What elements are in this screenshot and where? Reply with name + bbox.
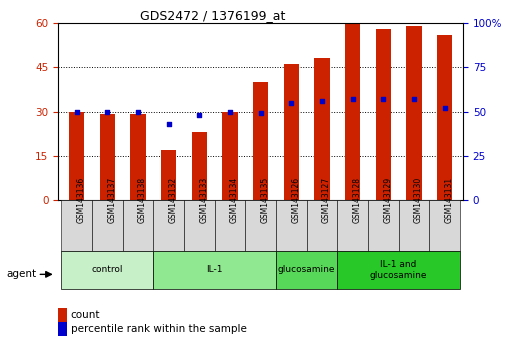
Bar: [283, 64, 298, 200]
Text: GSM143127: GSM143127: [321, 177, 330, 223]
Text: percentile rank within the sample: percentile rank within the sample: [71, 324, 246, 334]
Bar: [183, 200, 214, 251]
Bar: [130, 114, 145, 200]
Bar: [375, 29, 390, 200]
Text: GSM143132: GSM143132: [168, 177, 177, 223]
Bar: [367, 200, 398, 251]
Point: [317, 98, 325, 104]
Text: GSM143129: GSM143129: [382, 177, 391, 223]
Bar: [222, 112, 237, 200]
Bar: [306, 200, 337, 251]
Text: IL-1 and
glucosamine: IL-1 and glucosamine: [369, 260, 427, 280]
Text: control: control: [91, 266, 123, 274]
Bar: [406, 26, 421, 200]
Bar: [153, 251, 275, 289]
Text: GSM143126: GSM143126: [291, 177, 299, 223]
Point: [287, 100, 295, 105]
Text: GDS2472 / 1376199_at: GDS2472 / 1376199_at: [139, 9, 285, 22]
Text: GSM143134: GSM143134: [229, 177, 238, 223]
Bar: [337, 251, 459, 289]
Text: GSM143128: GSM143128: [352, 177, 361, 223]
Bar: [161, 150, 176, 200]
Text: GSM143130: GSM143130: [413, 177, 422, 223]
Bar: [275, 251, 337, 289]
Point: [225, 109, 233, 114]
Point: [72, 109, 80, 114]
Point: [134, 109, 142, 114]
Bar: [275, 200, 306, 251]
Text: glucosamine: glucosamine: [277, 266, 335, 274]
Point: [164, 121, 172, 127]
Text: GSM143135: GSM143135: [260, 177, 269, 223]
Bar: [337, 200, 367, 251]
Point: [256, 110, 264, 116]
Point: [409, 96, 417, 102]
Bar: [428, 200, 459, 251]
Bar: [344, 23, 360, 200]
Bar: [191, 132, 207, 200]
Bar: [153, 200, 183, 251]
Text: count: count: [71, 310, 100, 320]
Point: [195, 112, 203, 118]
Bar: [436, 35, 451, 200]
Bar: [214, 200, 245, 251]
Bar: [69, 112, 84, 200]
Bar: [314, 58, 329, 200]
Text: IL-1: IL-1: [206, 266, 222, 274]
Bar: [252, 82, 268, 200]
Point: [378, 96, 386, 102]
Bar: [61, 200, 92, 251]
Text: GSM143138: GSM143138: [138, 177, 146, 223]
Point: [440, 105, 448, 111]
Text: GSM143137: GSM143137: [107, 177, 116, 223]
Bar: [92, 200, 122, 251]
Text: GSM143133: GSM143133: [199, 177, 208, 223]
Text: agent: agent: [7, 269, 37, 279]
Bar: [99, 114, 115, 200]
Point: [103, 109, 111, 114]
Bar: [122, 200, 153, 251]
Bar: [245, 200, 275, 251]
Text: GSM143131: GSM143131: [444, 177, 452, 223]
Bar: [61, 251, 153, 289]
Point: [348, 96, 356, 102]
Bar: [398, 200, 428, 251]
Text: GSM143136: GSM143136: [76, 177, 85, 223]
